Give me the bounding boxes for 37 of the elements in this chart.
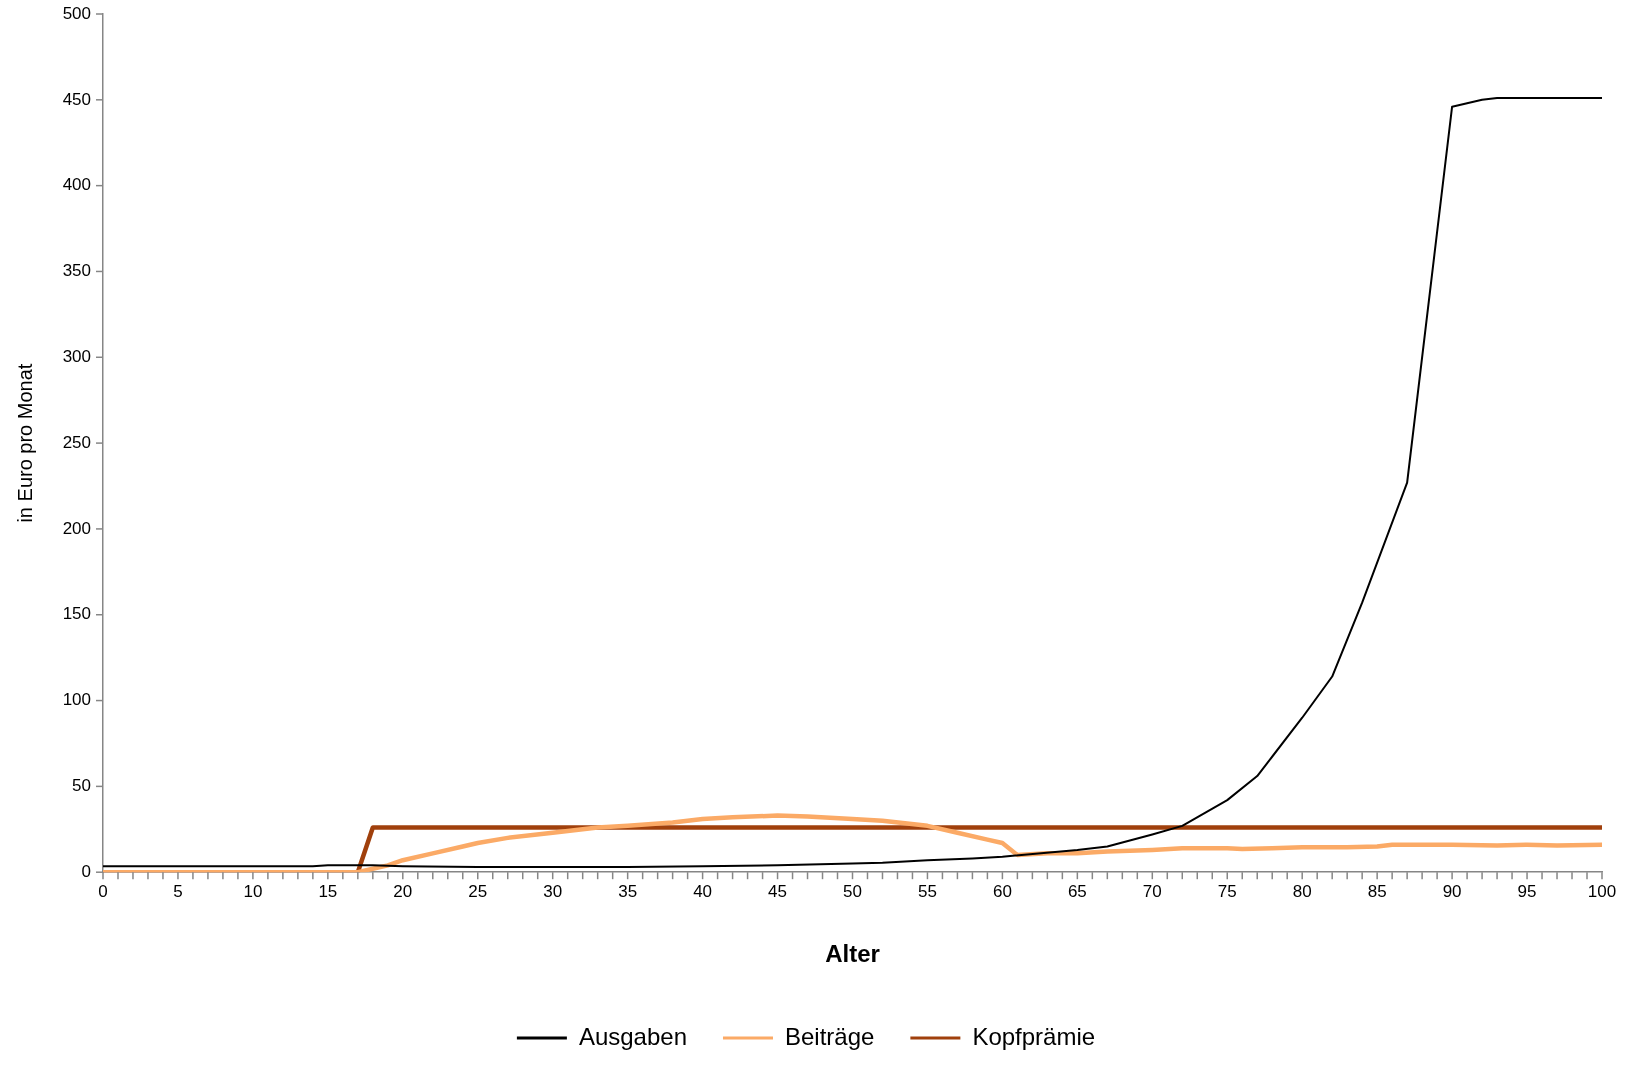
x-tick-label: 35 <box>618 882 638 902</box>
x-tick-label: 10 <box>243 882 263 902</box>
y-tick-label: 450 <box>62 89 91 109</box>
y-tick-label: 400 <box>62 175 91 195</box>
legend-label: Beiträge <box>784 1022 875 1050</box>
x-tick-label: 20 <box>393 882 413 902</box>
x-axis-title: Alter <box>825 940 880 968</box>
x-tick-label: 100 <box>1587 882 1617 902</box>
x-tick-label: 70 <box>1142 882 1162 902</box>
y-tick-label: 150 <box>62 604 91 624</box>
x-tick-label: 80 <box>1292 882 1312 902</box>
y-tick-label: 0 <box>81 861 91 881</box>
x-tick-label: 50 <box>843 882 862 902</box>
y-tick-label: 200 <box>62 518 91 538</box>
x-tick-label: 5 <box>173 882 183 902</box>
x-tick-label: 55 <box>917 882 937 902</box>
y-tick-label: 500 <box>62 3 91 23</box>
x-tick-label: 95 <box>1517 882 1537 902</box>
y-tick-label: 350 <box>62 261 91 281</box>
x-tick-label: 40 <box>693 882 713 902</box>
x-tick-label: 15 <box>318 882 338 902</box>
y-tick-label: 300 <box>62 346 91 366</box>
legend-label: Kopfprämie <box>972 1022 1096 1050</box>
y-tick-label: 250 <box>62 432 91 452</box>
x-tick-label: 30 <box>543 882 563 902</box>
x-tick-label: 0 <box>98 882 108 902</box>
y-tick-label: 100 <box>62 690 91 710</box>
x-tick-label: 45 <box>768 882 788 902</box>
legend-label: Ausgaben <box>578 1022 687 1050</box>
x-tick-label: 60 <box>992 882 1012 902</box>
y-axis-title: in Euro pro Monat <box>13 363 36 523</box>
x-tick-label: 65 <box>1067 882 1087 902</box>
x-tick-label: 75 <box>1217 882 1237 902</box>
y-tick-label: 50 <box>72 776 91 796</box>
x-tick-label: 90 <box>1442 882 1462 902</box>
x-tick-label: 85 <box>1367 882 1387 902</box>
x-tick-label: 25 <box>468 882 488 902</box>
